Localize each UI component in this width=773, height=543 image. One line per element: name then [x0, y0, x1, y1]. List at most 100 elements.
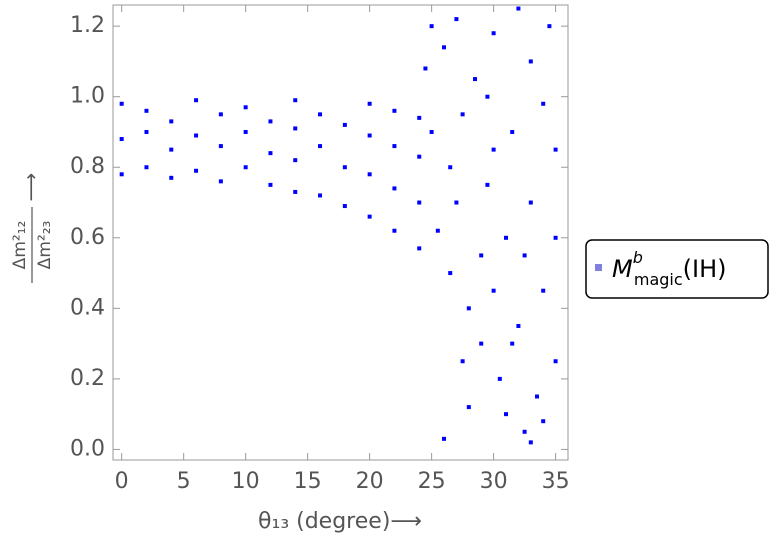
y-axis-label: Δm²₁₂ Δm²₂₃ ⟶	[10, 173, 55, 283]
point	[429, 129, 434, 134]
point	[218, 144, 223, 149]
point	[293, 98, 298, 103]
point	[479, 341, 484, 346]
point	[547, 24, 552, 29]
y-tick-label: 0.6	[70, 225, 105, 250]
point	[417, 115, 422, 120]
point	[460, 112, 465, 117]
point	[504, 235, 509, 240]
legend-sup: b	[633, 248, 643, 267]
x-tick-label: 30	[480, 469, 508, 494]
point	[367, 214, 372, 219]
point	[454, 17, 459, 22]
point	[293, 158, 298, 163]
point	[144, 108, 149, 113]
point	[218, 179, 223, 184]
legend-label: Mb magic(IH)	[612, 248, 727, 289]
point	[392, 108, 397, 113]
point	[392, 186, 397, 191]
plot-frame	[112, 4, 569, 461]
point	[367, 133, 372, 138]
y-tick-label: 0.2	[70, 366, 105, 391]
y-tick-label: 0.4	[70, 295, 105, 320]
point	[460, 359, 465, 364]
y-tick-label: 1.0	[70, 84, 105, 109]
point	[429, 24, 434, 29]
x-tick-label: 0	[115, 469, 129, 494]
x-tick-label: 5	[177, 469, 191, 494]
y-tick-label: 1.2	[70, 13, 105, 38]
point	[528, 200, 533, 205]
point	[342, 165, 347, 170]
point	[510, 129, 515, 134]
point	[342, 122, 347, 127]
y-tick-label: 0.8	[70, 154, 105, 179]
x-tick-label: 25	[418, 469, 446, 494]
point	[485, 94, 490, 99]
point	[541, 101, 546, 106]
x-tick-label: 20	[356, 469, 384, 494]
point	[528, 59, 533, 64]
point	[318, 112, 323, 117]
point	[454, 200, 459, 205]
point	[473, 77, 478, 82]
point	[119, 172, 124, 177]
legend-box	[585, 239, 769, 299]
y-label-arrow: ⟶	[19, 173, 43, 202]
point	[268, 182, 273, 187]
point	[491, 147, 496, 152]
point	[497, 376, 502, 381]
point	[417, 200, 422, 205]
point	[169, 119, 174, 124]
point	[417, 246, 422, 251]
point	[169, 147, 174, 152]
point	[553, 235, 558, 240]
point	[504, 412, 509, 417]
point	[528, 440, 533, 445]
point	[466, 405, 471, 410]
point	[293, 126, 298, 131]
point	[510, 341, 515, 346]
point	[535, 394, 540, 399]
point	[144, 129, 149, 134]
y-tick-label: 0.0	[70, 436, 105, 461]
point	[448, 165, 453, 170]
point	[541, 419, 546, 424]
point	[243, 105, 248, 110]
point	[392, 144, 397, 149]
point	[293, 189, 298, 194]
point	[516, 323, 521, 328]
x-axis-label: θ₁₃ (degree)⟶	[258, 509, 422, 534]
point	[268, 151, 273, 156]
point	[435, 228, 440, 233]
point	[541, 288, 546, 293]
point	[144, 165, 149, 170]
point	[417, 154, 422, 159]
y-label-numerator: Δm²₁₂	[10, 221, 30, 270]
legend-suffix: (IH)	[683, 255, 727, 283]
y-label-denominator: Δm²₂₃	[35, 221, 55, 270]
point	[553, 147, 558, 152]
point	[491, 31, 496, 36]
point	[367, 172, 372, 177]
point	[194, 98, 199, 103]
point	[522, 429, 527, 434]
point	[442, 45, 447, 50]
legend: Mb magic(IH)	[585, 239, 769, 299]
x-tick-label: 35	[542, 469, 570, 494]
point	[194, 168, 199, 173]
point	[479, 253, 484, 258]
point	[218, 112, 223, 117]
legend-marker	[595, 264, 602, 271]
legend-sub: magic	[634, 270, 683, 289]
point	[485, 182, 490, 187]
point	[367, 101, 372, 106]
x-tick-label: 15	[294, 469, 322, 494]
point	[243, 129, 248, 134]
point	[318, 193, 323, 198]
point	[169, 175, 174, 180]
point	[442, 436, 447, 441]
point	[516, 6, 521, 11]
point	[392, 228, 397, 233]
